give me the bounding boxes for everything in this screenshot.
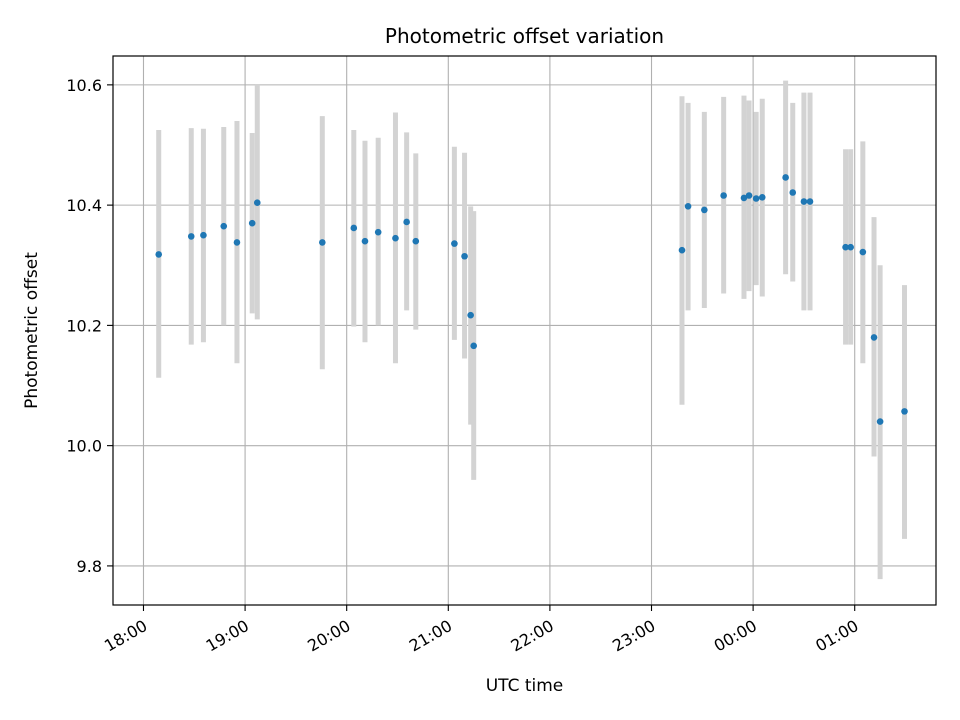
data-point bbox=[403, 218, 410, 226]
plot-frame bbox=[112, 55, 937, 606]
chart-title: Photometric offset variation bbox=[385, 24, 664, 48]
data-point bbox=[684, 203, 692, 210]
data-points bbox=[155, 174, 908, 425]
data-point bbox=[187, 233, 195, 240]
y-tick-label: 9.8 bbox=[77, 557, 102, 576]
data-point bbox=[800, 198, 808, 205]
y-tick-label: 10.0 bbox=[66, 437, 102, 456]
y-axis: 9.8 10.0 10.2 10.4 10.6 bbox=[66, 76, 113, 576]
data-point bbox=[412, 237, 420, 245]
data-point bbox=[789, 189, 797, 196]
y-tick-label: 10.6 bbox=[66, 76, 102, 95]
data-point bbox=[200, 231, 207, 239]
y-tick-label: 10.4 bbox=[66, 196, 102, 215]
data-point bbox=[745, 192, 753, 199]
data-point bbox=[678, 246, 686, 254]
data-point bbox=[758, 194, 766, 201]
data-point bbox=[740, 194, 748, 202]
data-point bbox=[248, 219, 256, 227]
data-point bbox=[374, 228, 382, 236]
data-point bbox=[470, 342, 477, 350]
data-point bbox=[847, 243, 854, 251]
data-point bbox=[859, 248, 867, 256]
data-point bbox=[467, 311, 474, 319]
x-axis-label: UTC time bbox=[486, 676, 564, 696]
data-point bbox=[461, 252, 468, 260]
y-tick-label: 10.2 bbox=[66, 316, 102, 335]
y-axis-label: Photometric offset bbox=[22, 252, 42, 409]
data-point bbox=[233, 239, 241, 246]
data-point bbox=[361, 237, 369, 245]
data-point bbox=[701, 206, 708, 214]
data-point bbox=[752, 195, 760, 202]
data-point bbox=[870, 334, 878, 341]
data-point bbox=[451, 240, 458, 247]
data-point bbox=[876, 418, 884, 425]
data-point bbox=[806, 198, 814, 205]
data-point bbox=[319, 239, 326, 246]
data-point bbox=[155, 251, 163, 258]
data-point bbox=[350, 224, 358, 232]
grid bbox=[113, 56, 936, 605]
data-point bbox=[392, 234, 399, 242]
data-point bbox=[782, 174, 789, 181]
data-point bbox=[220, 222, 228, 230]
data-point bbox=[720, 192, 727, 199]
data-point bbox=[253, 199, 261, 207]
data-point bbox=[842, 243, 849, 251]
data-point bbox=[901, 408, 908, 415]
